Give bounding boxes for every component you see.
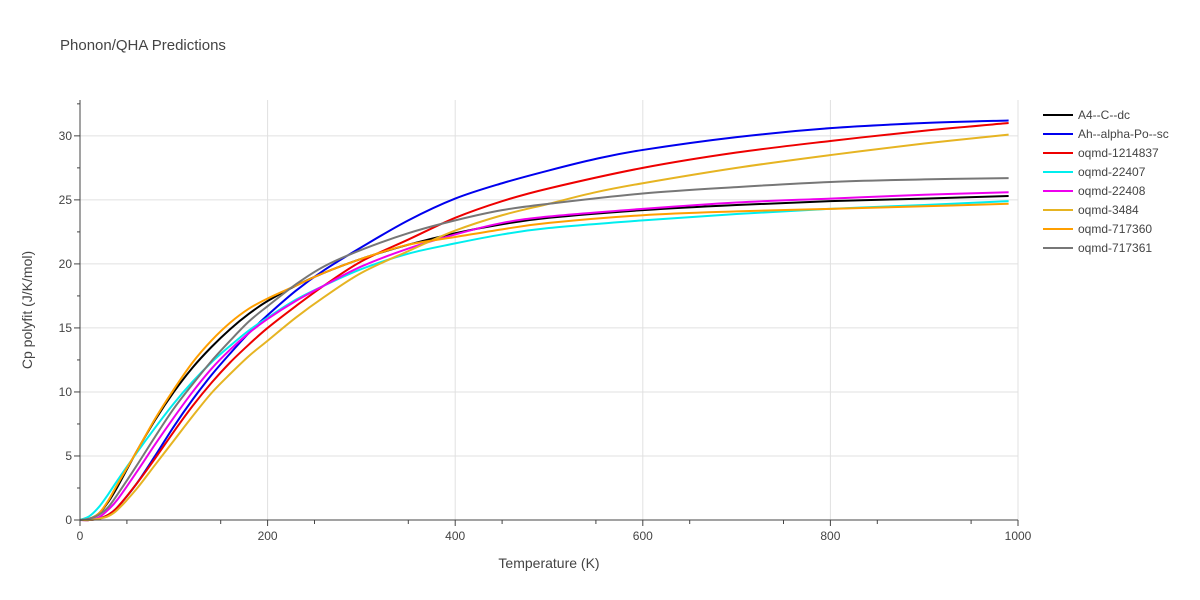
legend-label: oqmd-717361 [1078, 241, 1152, 255]
y-tick-label: 10 [59, 385, 73, 399]
y-tick-label: 5 [65, 449, 72, 463]
legend-label: Ah--alpha-Po--sc [1078, 127, 1169, 141]
legend-label: oqmd-717360 [1078, 222, 1152, 236]
legend-item-Ah--alpha-Po--sc[interactable]: Ah--alpha-Po--sc [1043, 127, 1169, 141]
x-axis-title: Temperature (K) [498, 555, 599, 571]
y-tick-label: 25 [59, 193, 73, 207]
legend-item-A4--C--dc[interactable]: A4--C--dc [1043, 108, 1130, 122]
x-tick-label: 200 [258, 529, 278, 543]
legend-label: oqmd-1214837 [1078, 146, 1159, 160]
series-line-oqmd-22407 [79, 200, 1009, 521]
series-line-oqmd-1214837 [79, 122, 1009, 522]
series-line-oqmd-717361 [79, 177, 1009, 521]
grid [80, 100, 1019, 520]
series-line-A4--C--dc [79, 195, 1009, 521]
legend-label: A4--C--dc [1078, 108, 1130, 122]
legend-item-oqmd-22408[interactable]: oqmd-22408 [1043, 184, 1146, 198]
y-tick-label: 15 [59, 321, 73, 335]
legend-label: oqmd-3484 [1078, 203, 1139, 217]
y-tick-label: 20 [59, 257, 73, 271]
series-line-oqmd-22408 [79, 191, 1009, 522]
series-lines [79, 119, 1009, 522]
legend-label: oqmd-22407 [1078, 165, 1146, 179]
legend-item-oqmd-717361[interactable]: oqmd-717361 [1043, 241, 1152, 255]
x-tick-label: 400 [445, 529, 465, 543]
x-tick-label: 800 [820, 529, 840, 543]
y-axis-title: Cp polyfit (J/K/mol) [19, 251, 35, 369]
legend-label: oqmd-22408 [1078, 184, 1146, 198]
legend-item-oqmd-1214837[interactable]: oqmd-1214837 [1043, 146, 1159, 160]
x-tick-label: 1000 [1005, 529, 1032, 543]
legend[interactable]: A4--C--dc Ah--alpha-Po--sc oqmd-1214837 oqm… [1043, 108, 1169, 255]
legend-item-oqmd-717360[interactable]: oqmd-717360 [1043, 222, 1152, 236]
legend-item-oqmd-22407[interactable]: oqmd-22407 [1043, 165, 1146, 179]
legend-item-oqmd-3484[interactable]: oqmd-3484 [1043, 203, 1139, 217]
series-line-oqmd-717360 [79, 202, 1009, 521]
series-line-oqmd-3484 [79, 133, 1009, 522]
x-tick-label: 0 [77, 529, 84, 543]
y-tick-label: 0 [65, 513, 72, 527]
axes: 0 200 400 600 800 1000 0 5 10 15 20 25 30 [59, 100, 1032, 543]
chart-title: Phonon/QHA Predictions [60, 37, 226, 54]
x-tick-label: 600 [633, 529, 653, 543]
y-tick-label: 30 [59, 129, 73, 143]
